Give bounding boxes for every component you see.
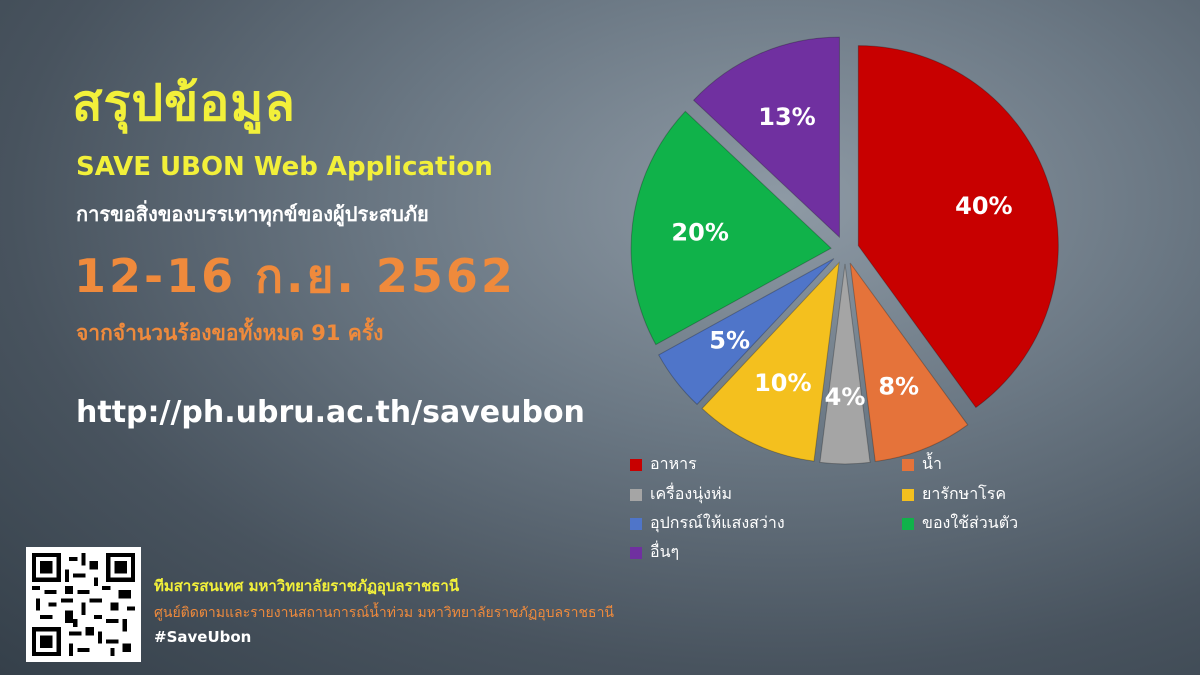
legend-swatch-lighting [630,517,642,530]
pie-slice-other [692,36,840,239]
pie-label-medicine: 10% [754,369,811,397]
legend-item-lighting: อุปกรณ์ให้แสงสว่าง [630,511,785,536]
pie-label-other: 13% [758,103,815,131]
pie-slice-clothing [819,263,871,465]
pie-label-lighting: 5% [709,326,750,354]
legend-item-food: อาหาร [630,452,697,477]
legend-label-medicine: ยารักษาโรค [922,484,1007,503]
pie-slice-water [849,262,969,462]
date-range: 12-16 ก.ย. 2562 [74,249,516,303]
legend-item-clothing: เครื่องนุ่งห่ม [630,482,732,507]
app-name: SAVE UBON Web Application [76,152,493,182]
legend-swatch-other [630,546,642,559]
legend-label-lighting: อุปกรณ์ให้แสงสว่าง [650,513,785,532]
footer-team: ทีมสารสนเทศ มหาวิทยาลัยราชภัฏอุบลราชธานี [154,577,460,595]
website-url[interactable]: http://ph.ubru.ac.th/saveubon [76,395,585,430]
legend-item-personal: ของใช้ส่วนตัว [902,511,1018,536]
legend-swatch-medicine [902,488,914,501]
legend-label-food: อาหาร [650,454,697,473]
legend-swatch-water [902,458,914,471]
pie-slice-personal [630,110,832,346]
pie-label-clothing: 4% [825,383,866,411]
legend-item-other: อื่นๆ [630,540,679,565]
legend-label-water: น้ำ [922,454,942,473]
pie-slice-medicine [701,261,840,462]
qr-code-image [32,553,135,656]
legend-label-personal: ของใช้ส่วนตัว [922,513,1019,532]
legend-label-clothing: เครื่องนุ่งห่ม [650,484,733,503]
subtitle: การขอสิ่งของบรรเทาทุกข์ของผู้ประสบภัย [76,202,429,226]
pie-slice-food [857,45,1059,409]
pie-label-personal: 20% [671,219,728,247]
legend-swatch-clothing [630,488,642,501]
legend-item-medicine: ยารักษาโรค [902,482,1006,507]
chart-legend: อาหาร น้ำ เครื่องนุ่งห่ม ยารักษาโรค อุปก… [630,452,1050,564]
legend-swatch-food [630,458,642,471]
footer-center: ศูนย์ติดตามและรายงานสถานการณ์น้ำท่วม มหา… [154,605,614,621]
qr-code[interactable] [26,547,141,662]
page-title: สรุปข้อมูล [72,74,296,132]
footer-hashtag: #SaveUbon [154,628,252,646]
pie-label-food: 40% [955,192,1012,220]
legend-item-water: น้ำ [902,452,942,477]
pie-chart: 40% 8% 4% 10%5% 20% 13% [630,36,1059,465]
pie-slice-lighting [657,258,835,406]
legend-label-other: อื่นๆ [650,542,680,561]
total-requests: จากจำนวนร้องขอทั้งหมด 91 ครั้ง [76,321,384,345]
legend-swatch-personal [902,517,914,530]
pie-label-water: 8% [878,373,919,401]
